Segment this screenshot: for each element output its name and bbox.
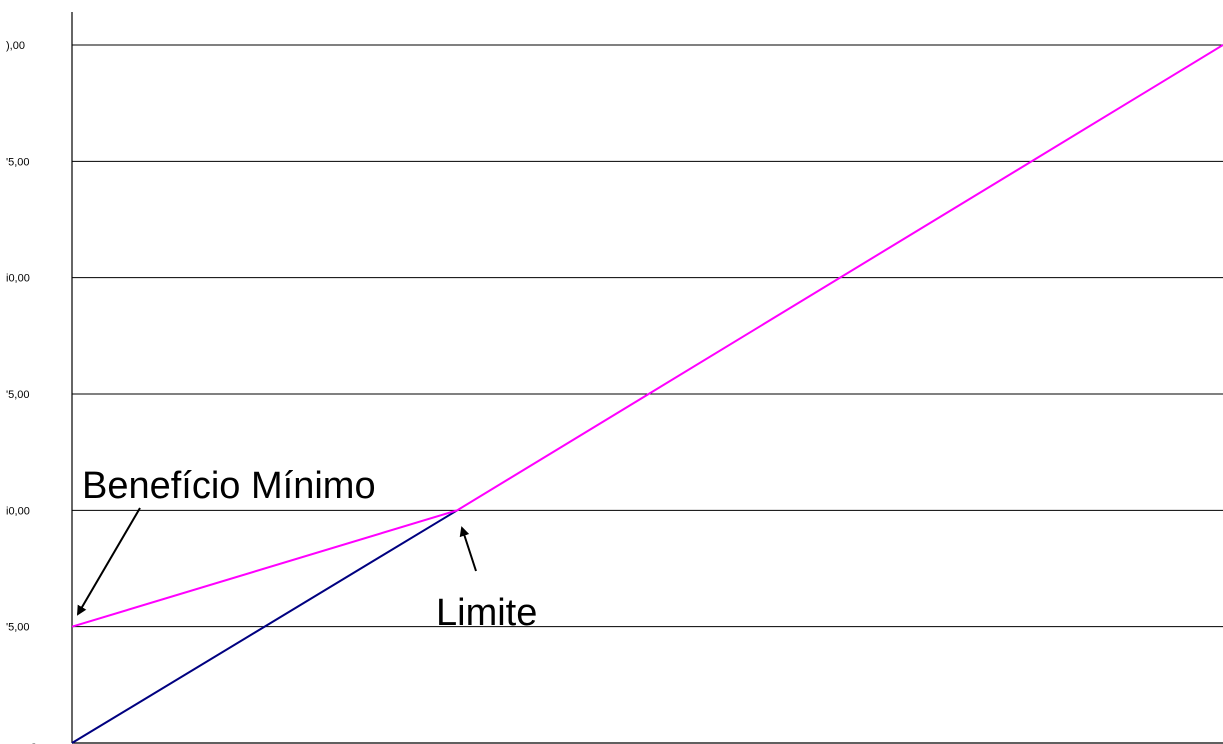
gridlines	[72, 44, 1223, 628]
y-tick-label: '5,00	[6, 389, 30, 401]
y-tick-label: i0,00	[6, 505, 30, 517]
y-tick-label: '5,00	[6, 622, 30, 634]
axes	[71, 12, 1223, 744]
series-line-1	[71, 509, 458, 744]
annotation-arrow	[459, 526, 477, 572]
y-tick-labels: - '5,00 i0,00 '5,00 i0,00 '5,00 ),00	[6, 40, 36, 744]
annotation-arrow	[76, 507, 141, 616]
y-tick-label: ),00	[6, 40, 25, 52]
y-tick-label: -	[32, 738, 36, 744]
y-tick-label: '5,00	[6, 156, 30, 168]
series-lines	[71, 44, 1223, 744]
annotation-label: Limite	[436, 592, 537, 634]
annotations: Benefício Mínimo Limite	[76, 465, 537, 634]
annotation-label: Benefício Mínimo	[82, 465, 376, 507]
y-tick-label: i0,00	[6, 273, 30, 285]
series-line-2	[71, 44, 1223, 628]
